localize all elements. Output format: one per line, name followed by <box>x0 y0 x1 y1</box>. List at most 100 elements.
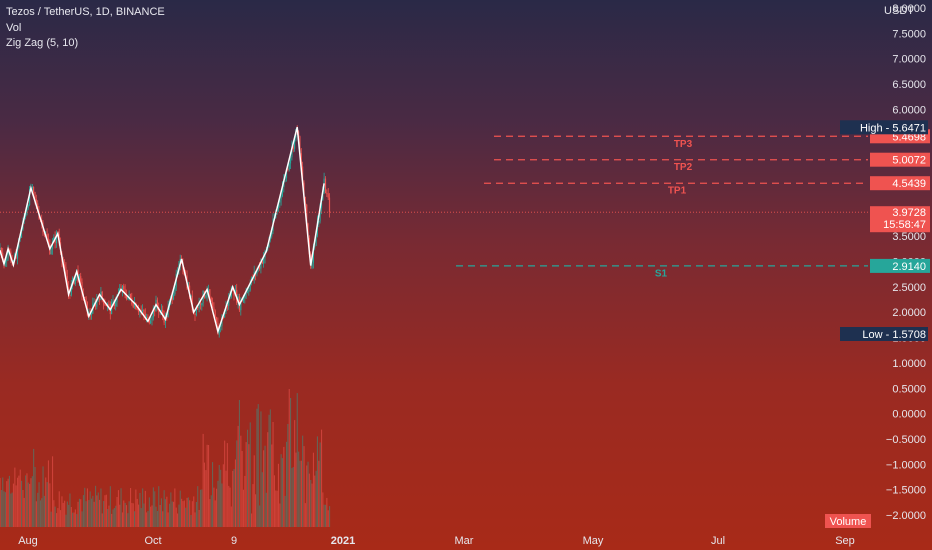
volume-bar <box>127 513 129 527</box>
volume-bar <box>173 501 175 527</box>
candle-body <box>162 309 164 316</box>
volume-bar <box>54 506 56 527</box>
volume-bar <box>181 498 183 527</box>
volume-bar <box>280 454 282 527</box>
candle-body <box>20 229 23 238</box>
volume-bar <box>315 470 317 527</box>
volume-bar <box>52 456 54 527</box>
volume-bar <box>322 492 324 527</box>
volume-bar <box>41 498 43 527</box>
volume-bar <box>281 458 283 527</box>
volume-bar <box>203 462 205 527</box>
volume-bar <box>86 488 88 527</box>
volume-bar <box>237 425 239 527</box>
symbol-title[interactable]: Tezos / TetherUS, 1D, BINANCE <box>6 6 165 18</box>
candle-body <box>128 294 130 297</box>
volume-bar <box>56 513 58 527</box>
price-tick: 2.0000 <box>892 307 926 319</box>
candle-body <box>94 302 97 307</box>
volume-bar <box>92 495 94 527</box>
volume-bar <box>248 444 250 527</box>
volume-bar <box>62 502 64 527</box>
volume-bar <box>30 478 32 527</box>
volume-bar <box>319 442 321 527</box>
volume-bar <box>195 502 197 527</box>
candle-body <box>25 214 27 218</box>
volume-bar <box>174 488 176 527</box>
volume-bar <box>88 500 90 527</box>
volume-bar <box>19 469 21 527</box>
volume-bar <box>93 501 95 527</box>
volume-bar <box>199 489 201 527</box>
candle-body <box>105 304 107 307</box>
volume-bar <box>131 502 133 527</box>
candle-body <box>315 235 317 246</box>
candle-body <box>135 303 137 309</box>
candle-body <box>123 286 125 290</box>
candle-body <box>152 308 154 318</box>
candle-body <box>314 245 316 247</box>
volume-bar <box>318 460 320 527</box>
price-tick: −2.0000 <box>886 510 926 522</box>
candle-body <box>288 163 290 170</box>
volume-bar <box>147 511 149 527</box>
volume-bar <box>294 420 296 527</box>
volume-indicator-label[interactable]: Vol <box>6 21 22 34</box>
volume-bar <box>244 475 246 527</box>
volume-bar <box>6 481 8 527</box>
candle-body <box>245 292 247 297</box>
time-tick: Mar <box>455 535 474 547</box>
candle-body <box>209 289 211 298</box>
volume-bar <box>220 469 222 527</box>
candle-body <box>287 169 289 170</box>
volume-bar <box>236 440 238 527</box>
candle-body <box>47 238 49 243</box>
time-tick: Sep <box>835 535 855 547</box>
volume-bar <box>143 503 145 527</box>
time-tick: 9 <box>231 535 237 547</box>
volume-bar <box>296 393 298 527</box>
candle-body <box>65 266 67 276</box>
volume-bar <box>0 490 2 527</box>
volume-bar <box>233 469 235 527</box>
candle-body <box>171 296 173 300</box>
volume-bar <box>259 505 261 527</box>
volume-bar <box>299 460 301 527</box>
candle-body <box>246 291 249 293</box>
candle-body <box>72 277 74 284</box>
volume-bar <box>53 500 55 527</box>
candle-body <box>220 325 222 327</box>
candle-body <box>328 197 331 212</box>
volume-bar <box>58 491 60 527</box>
volume-bar <box>241 451 243 527</box>
volume-bar <box>242 489 244 527</box>
volume-tag-bg <box>825 514 871 528</box>
zigzag-indicator-label[interactable]: Zig Zag (5, 10) <box>6 37 79 49</box>
volume-bar <box>73 512 75 527</box>
volume-bar <box>31 476 33 527</box>
volume-bar <box>178 504 180 527</box>
high-tag: High - 5.6471 <box>860 122 926 134</box>
volume-bar <box>166 496 168 527</box>
volume-bar <box>85 501 87 527</box>
volume-bar <box>224 440 226 527</box>
volume-bar <box>156 511 158 527</box>
volume-bar <box>50 511 52 527</box>
candle-body <box>84 297 86 298</box>
volume-bar <box>144 490 146 527</box>
volume-bar <box>151 505 153 527</box>
volume-bar <box>123 500 125 527</box>
candle-body <box>172 294 175 300</box>
candle-body <box>4 261 6 264</box>
candle-body <box>93 302 95 304</box>
volume-bar <box>214 500 216 527</box>
volume-bar <box>84 487 86 527</box>
volume-bar <box>132 503 134 527</box>
volume-bar <box>25 475 27 527</box>
candle-body <box>194 313 196 315</box>
candle-body <box>142 310 144 311</box>
volume-bar <box>116 497 118 527</box>
candle-body <box>124 289 126 295</box>
